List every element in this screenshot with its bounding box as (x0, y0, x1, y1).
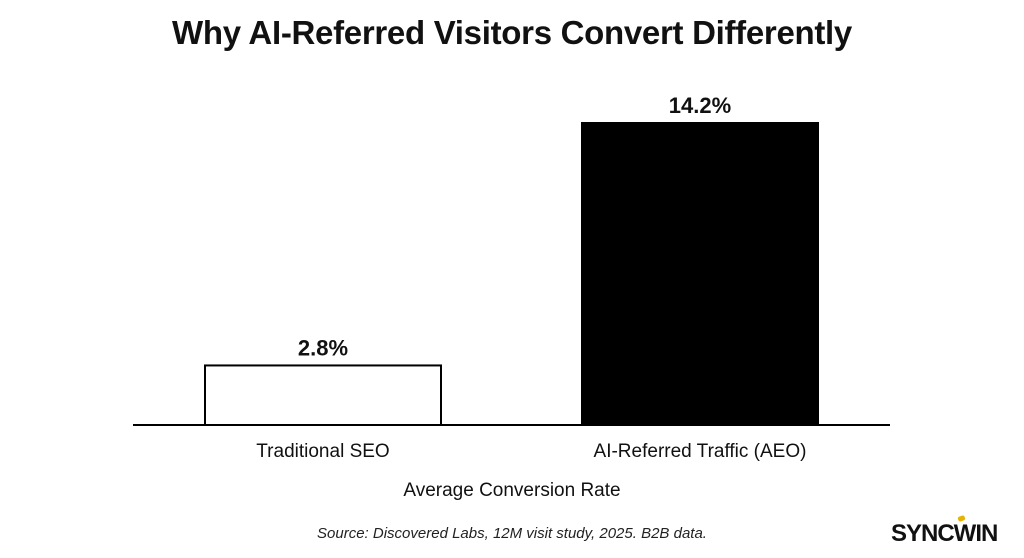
data-label-2: 14.2% (669, 93, 731, 118)
source-note: Source: Discovered Labs, 12M visit study… (317, 525, 707, 542)
category-label-2: AI-Referred Traffic (AEO) (594, 441, 807, 462)
data-label-1: 2.8% (298, 335, 348, 360)
syncwin-logo: SYNCWIN (891, 520, 998, 547)
bar-1 (204, 364, 442, 427)
bar-2 (581, 122, 819, 426)
chart-title: Why AI-Referred Visitors Convert Differe… (172, 14, 852, 51)
x-axis-label: Average Conversion Rate (403, 480, 621, 501)
category-label-1: Traditional SEO (256, 441, 389, 462)
